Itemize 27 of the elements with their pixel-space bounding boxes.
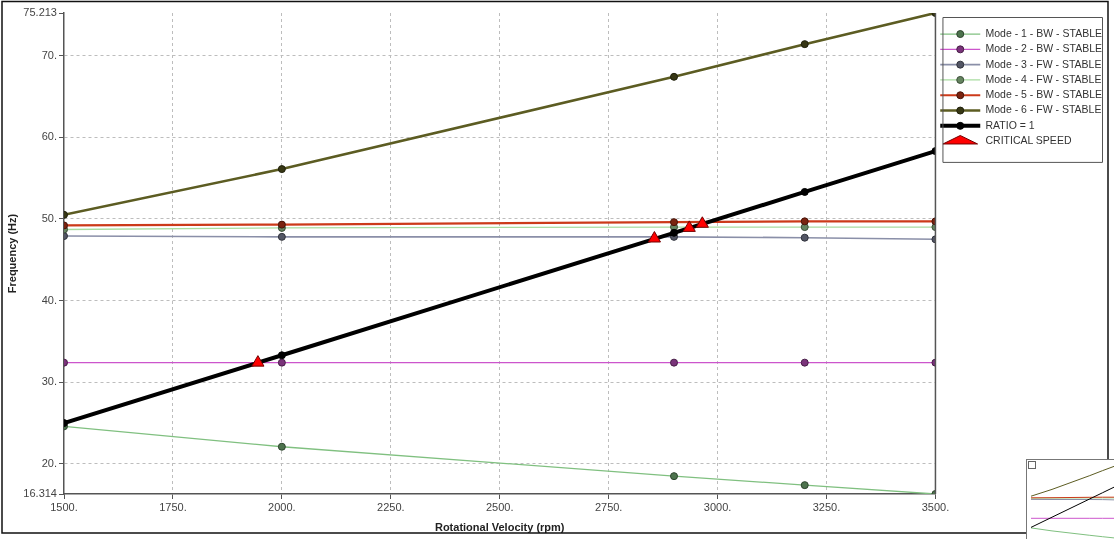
- y-tick-label: 30.: [41, 375, 57, 388]
- legend-label: Mode - 6 - FW - STABLE: [985, 103, 1102, 116]
- x-tick-label: 2250.: [377, 500, 405, 513]
- x-tick-label: 3500.: [921, 500, 950, 513]
- legend-label: Mode - 4 - FW - STABLE: [985, 72, 1102, 85]
- x-tick-label: 1500.: [50, 500, 78, 513]
- legend-label: CRITICAL SPEED: [985, 134, 1072, 147]
- y-tick-label: 20.: [41, 456, 57, 469]
- legend-label: Mode - 1 - BW - STABLE: [985, 26, 1102, 39]
- x-tick-label: 2750.: [594, 500, 623, 513]
- y-tick-label: 40.: [41, 293, 57, 306]
- y-tick-label: 60.: [41, 130, 57, 143]
- legend-label: Mode - 2 - BW - STABLE: [985, 42, 1102, 55]
- legend-label: RATIO = 1: [985, 118, 1035, 131]
- x-tick-label: 1750.: [159, 500, 187, 513]
- legend-label: Mode - 3 - FW - STABLE: [985, 57, 1102, 70]
- y-tick-label: 70.: [41, 48, 57, 61]
- x-tick-label: 3250.: [812, 500, 841, 513]
- y-tick-label: 16.314: [23, 487, 57, 500]
- x-tick-label: 2500.: [485, 500, 514, 513]
- y-tick-label: 50.: [41, 211, 57, 224]
- x-axis-title: Rotational Velocity (rpm): [434, 521, 565, 534]
- x-tick-label: 3000.: [703, 500, 732, 513]
- x-tick-label: 2000.: [268, 500, 296, 513]
- y-tick-label: 75.213: [23, 6, 57, 19]
- legend-label: Mode - 5 - BW - STABLE: [985, 88, 1102, 101]
- y-axis-title: Frequency (Hz): [5, 213, 18, 294]
